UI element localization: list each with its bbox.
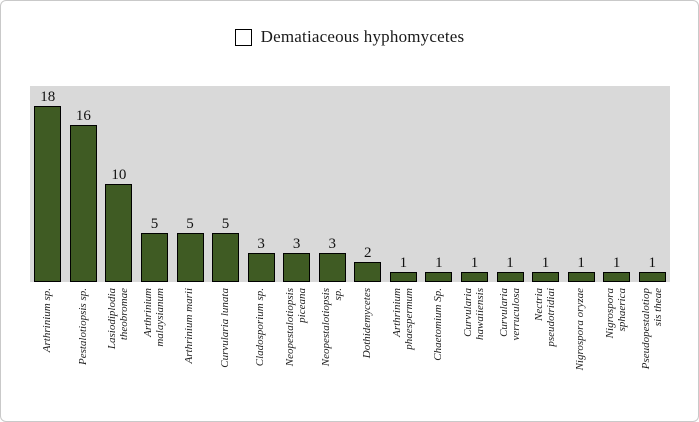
category-label: Nigrospora oryzae bbox=[574, 288, 587, 371]
bar bbox=[496, 272, 524, 282]
category-label: Pseudopestalotiop sis theae bbox=[639, 288, 664, 370]
category-label: Neopestalotiopsis sp. bbox=[319, 288, 344, 367]
bar-value-label: 2 bbox=[364, 245, 372, 262]
bar bbox=[354, 262, 382, 282]
legend: Dematiaceous hyphomycetes bbox=[1, 27, 698, 47]
category-label: Arthrinium phaespermum bbox=[390, 288, 415, 350]
bar bbox=[425, 272, 453, 282]
bar bbox=[212, 233, 240, 282]
bar-value-label: 1 bbox=[435, 255, 443, 272]
bar bbox=[105, 184, 133, 282]
bar-value-label: 1 bbox=[612, 255, 621, 272]
bar bbox=[603, 272, 631, 282]
bar bbox=[140, 233, 168, 282]
bar-value-label: 10 bbox=[111, 167, 127, 183]
bar-value-label: 5 bbox=[221, 216, 230, 232]
bar bbox=[283, 252, 311, 282]
bar-value-label: 3 bbox=[292, 235, 301, 252]
plot-area bbox=[30, 86, 670, 282]
bar bbox=[69, 125, 97, 282]
bar-value-label: 5 bbox=[150, 216, 159, 232]
bar bbox=[176, 233, 204, 282]
category-label: Nigrospora sphaerica bbox=[604, 288, 628, 339]
category-label: Chaetomium Sp. bbox=[432, 288, 445, 361]
category-label: Dothidemycetes bbox=[361, 288, 374, 359]
bar-value-label: 3 bbox=[328, 235, 336, 252]
category-label: Neopestalotiopsis piceana bbox=[284, 288, 308, 367]
category-label: Curvularia lunata bbox=[218, 288, 231, 368]
bar-value-label: 1 bbox=[399, 255, 408, 272]
category-label: Curvularia hawaiiensis bbox=[461, 288, 486, 340]
bar-value-label: 1 bbox=[506, 255, 514, 272]
legend-label: Dematiaceous hyphomycetes bbox=[260, 27, 465, 46]
bar-value-label: 1 bbox=[577, 255, 585, 272]
bar-value-label: 16 bbox=[75, 108, 91, 125]
bar bbox=[638, 272, 666, 282]
category-label: Nectria pseudotridiai bbox=[533, 288, 557, 347]
bar bbox=[34, 105, 62, 282]
bar-value-label: 3 bbox=[257, 235, 265, 252]
category-label: Pestalotiopsis sp. bbox=[76, 288, 89, 366]
category-label: Cladosporium sp. bbox=[254, 288, 267, 367]
category-label: Arthrinium sp. bbox=[41, 288, 54, 353]
bar bbox=[460, 272, 488, 282]
bar-value-label: 5 bbox=[186, 216, 194, 232]
bar bbox=[247, 252, 275, 282]
bar bbox=[567, 272, 595, 282]
category-label: Arthrinium malaysianum bbox=[141, 288, 166, 347]
bar-value-label: 18 bbox=[40, 88, 56, 105]
bar-value-label: 1 bbox=[470, 255, 479, 272]
category-label: Arthrinium marii bbox=[183, 288, 196, 364]
bar-value-label: 1 bbox=[541, 255, 550, 272]
bar bbox=[389, 272, 417, 282]
category-label: Lasiodiplodia theobromae bbox=[106, 288, 130, 350]
legend-swatch-icon bbox=[234, 28, 252, 46]
bar bbox=[318, 252, 346, 282]
bar-value-label: 1 bbox=[648, 255, 656, 272]
category-label: Curvularia verruculosa bbox=[497, 288, 522, 341]
bar bbox=[532, 272, 560, 282]
